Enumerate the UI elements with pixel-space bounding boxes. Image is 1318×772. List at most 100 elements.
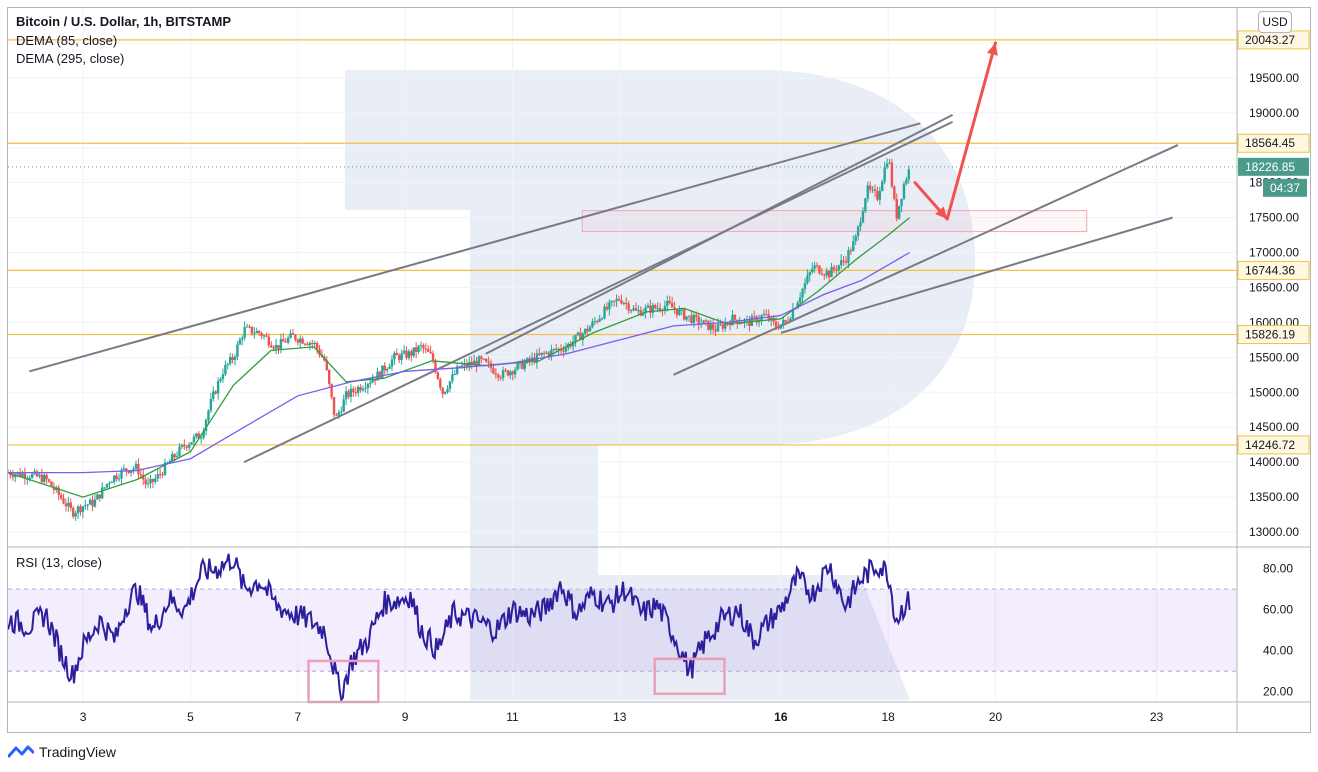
candle-body-293 [714, 329, 717, 332]
candle-body-192 [470, 361, 473, 365]
candle-body-137 [337, 412, 341, 416]
candle-body-117 [289, 333, 292, 338]
candle-body-209 [511, 371, 514, 375]
indicator-legend-dema-85[interactable]: DEMA (85, close) [16, 33, 118, 48]
candle-body-278 [678, 309, 681, 315]
brand-name: TradingView [39, 744, 117, 760]
candle-body-309 [753, 316, 756, 318]
candle-body-81 [202, 430, 205, 438]
candle-body-367 [893, 186, 896, 199]
rsi-legend[interactable]: RSI (13, close) [16, 555, 102, 570]
candle-body-53 [134, 463, 138, 469]
candle-body-213 [521, 361, 524, 369]
candle-body-17 [47, 479, 51, 482]
candle-body-206 [504, 370, 507, 372]
candle-body-142 [349, 388, 353, 397]
candle-body-196 [480, 356, 483, 359]
candle-body-144 [354, 391, 357, 393]
candle-body-257 [627, 303, 630, 311]
candle-body-15 [43, 474, 46, 483]
candle-body-364 [885, 163, 889, 168]
candle-body-132 [325, 360, 328, 370]
candle-body-250 [610, 300, 613, 303]
candle-body-113 [279, 339, 283, 349]
candle-body-58 [146, 483, 150, 485]
currency-button[interactable]: USD [1258, 11, 1292, 33]
candle-body-83 [207, 410, 210, 421]
time-tick-label-0: 3 [80, 710, 87, 724]
candle-body-22 [59, 494, 63, 499]
candle-body-65 [163, 462, 167, 475]
candle-body-193 [472, 360, 476, 365]
candle-body-175 [429, 351, 432, 354]
candle-body-13 [38, 474, 41, 477]
candle-body-91 [226, 363, 229, 365]
candle-body-88 [219, 379, 222, 382]
candle-body-69 [173, 454, 176, 458]
candle-body-31 [81, 506, 85, 513]
candle-body-352 [856, 226, 860, 237]
candle-body-330 [803, 283, 807, 290]
candle-body-331 [806, 275, 809, 284]
candle-body-275 [670, 302, 674, 308]
candle-body-179 [439, 379, 442, 388]
candle-body-107 [265, 335, 268, 337]
candle-body-187 [458, 366, 461, 368]
candle-body-72 [180, 444, 184, 447]
price-tick-label-12: 19000.00 [1249, 106, 1299, 120]
candle-body-332 [808, 272, 812, 276]
candle-body-39 [100, 487, 104, 499]
candle-body-173 [424, 348, 428, 350]
price-tick-label-4: 15000.00 [1249, 385, 1299, 399]
indicator-legend-dema-295[interactable]: DEMA (295, close) [16, 51, 125, 66]
candle-body-5 [18, 472, 22, 477]
candle-body-288 [702, 320, 705, 324]
candle-body-86 [214, 391, 217, 394]
candle-body-329 [801, 289, 804, 298]
candle-body-166 [407, 351, 411, 358]
candle-body-294 [716, 324, 720, 332]
candle-body-168 [412, 347, 415, 356]
candle-body-220 [538, 353, 541, 355]
candle-body-76 [190, 442, 193, 445]
candle-body-268 [654, 305, 657, 309]
candle-body-214 [523, 362, 527, 369]
candle-body-348 [847, 250, 850, 263]
candle-body-313 [762, 314, 766, 316]
candle-body-157 [385, 368, 389, 371]
candle-body-154 [378, 371, 382, 378]
candle-body-50 [127, 470, 130, 473]
candle-body-146 [359, 387, 362, 391]
candle-body-363 [883, 167, 886, 182]
watermark-shape-p [345, 70, 975, 700]
time-tick-label-4: 11 [506, 710, 519, 724]
candle-body-2 [11, 475, 15, 478]
candle-body-33 [86, 504, 89, 506]
candle-body-255 [622, 302, 626, 304]
candle-body-299 [728, 323, 732, 326]
candle-body-334 [813, 265, 816, 269]
candle-body-84 [209, 398, 213, 411]
candle-body-211 [516, 363, 519, 370]
footer-brand[interactable]: TradingView [8, 742, 116, 762]
candle-body-347 [844, 261, 848, 263]
time-tick-label-7: 18 [881, 710, 895, 724]
time-tick-label-8: 20 [989, 710, 1003, 724]
rsi-tick-label-1: 40.00 [1263, 644, 1293, 658]
candle-body-282 [687, 315, 691, 317]
candle-body-337 [820, 273, 824, 275]
candle-body-231 [564, 347, 568, 352]
candle-body-29 [76, 506, 80, 514]
candle-body-225 [550, 349, 553, 356]
candle-body-310 [755, 316, 758, 323]
candle-body-103 [255, 331, 258, 334]
candle-body-208 [509, 371, 512, 376]
candle-body-139 [342, 399, 345, 412]
arrow-shaft-1 [945, 41, 997, 221]
candle-body-371 [902, 183, 906, 199]
rsi-tick-label-2: 60.00 [1263, 603, 1293, 617]
candle-body-291 [709, 324, 712, 330]
candle-body-99 [245, 326, 249, 328]
candle-body-185 [453, 373, 456, 375]
